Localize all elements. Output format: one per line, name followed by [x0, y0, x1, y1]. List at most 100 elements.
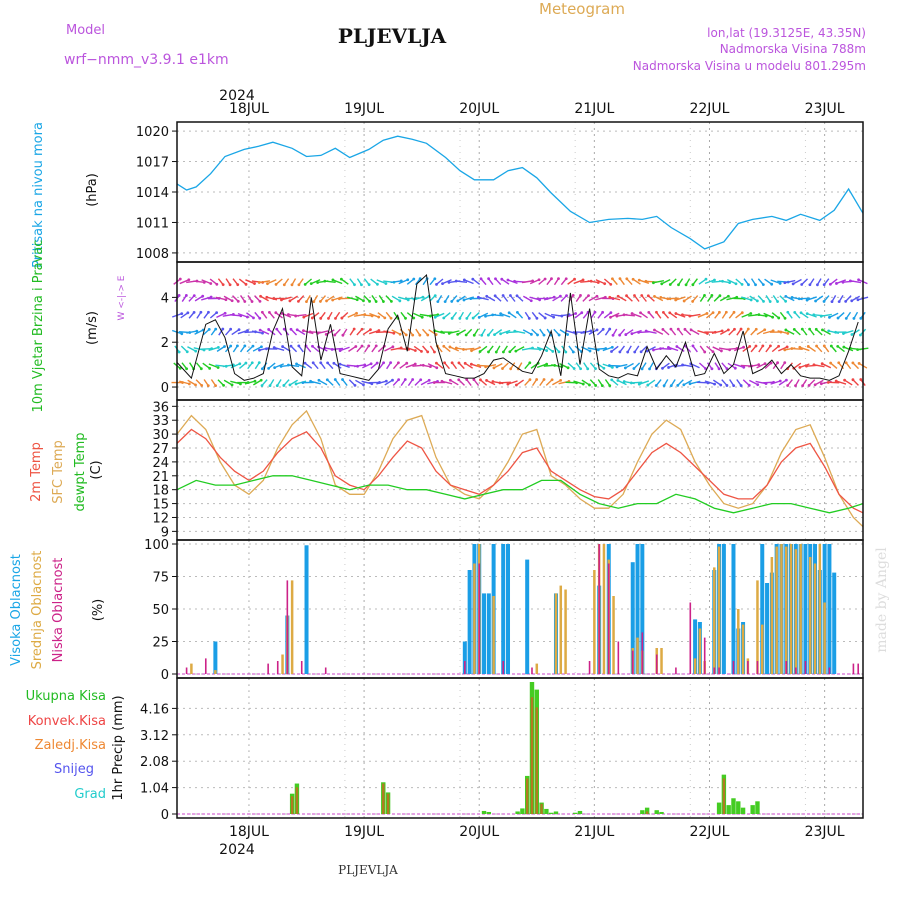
- wind-arrow-head: [754, 283, 757, 287]
- sfc-temp-line: [176, 409, 864, 528]
- wind-arrow-head: [295, 362, 298, 366]
- wind-arrow: [711, 330, 723, 335]
- wind-arrow: [639, 279, 650, 284]
- wind-arrow: [311, 312, 320, 319]
- wind-arrow-head: [338, 362, 342, 366]
- wind-arrow: [522, 295, 532, 302]
- wind-arrow: [631, 381, 643, 384]
- wind-arrow-head: [251, 344, 255, 348]
- wind-arrow-head: [579, 367, 582, 371]
- total-precip-bar: [553, 811, 559, 814]
- wind-arrow: [625, 329, 634, 336]
- wind-arrow-head: [440, 379, 444, 383]
- mid-cloud-bar: [775, 546, 778, 674]
- wind-arrow-head: [720, 329, 724, 333]
- t2m-line: [176, 428, 864, 514]
- wind-arrow-head: [813, 383, 817, 387]
- wind-arrow-head: [305, 300, 308, 303]
- ytick-label: 75: [152, 571, 169, 586]
- wind-arrow: [457, 329, 466, 336]
- wind-arrow-head: [447, 331, 451, 335]
- wind-arrow: [209, 278, 218, 285]
- wind-arrow-head: [711, 350, 715, 354]
- low-cloud-bar: [607, 563, 610, 674]
- wind-arrow-head: [185, 350, 189, 354]
- wind-arrow: [398, 296, 409, 301]
- conv-precip-bar: [540, 803, 543, 814]
- low-cloud-bar: [300, 661, 303, 674]
- wind-arrow: [837, 345, 845, 353]
- wind-arrow-head: [609, 311, 613, 315]
- wind-arrow: [310, 380, 321, 385]
- wind-arrow-head: [294, 314, 298, 318]
- wind-arrow-head: [480, 333, 484, 337]
- wind-arrow-head: [684, 283, 688, 287]
- wind-arrow: [413, 345, 422, 352]
- wind-arrow-head: [594, 367, 597, 371]
- wind-arrow: [756, 329, 766, 336]
- wind-arrow: [653, 279, 665, 284]
- wind-arrow-head: [682, 299, 686, 303]
- wind-arrow: [478, 296, 489, 301]
- wind-arrow-head: [215, 311, 219, 314]
- wind-arrow-head: [626, 350, 630, 354]
- wind-arrow-head: [469, 297, 473, 301]
- high-cloud-bar: [760, 544, 765, 674]
- wind-arrow-head: [688, 314, 692, 318]
- wind-arrow: [202, 362, 211, 369]
- wind-arrow-head: [530, 332, 533, 336]
- wind-arrow-head: [545, 362, 549, 366]
- wind-arrow-head: [457, 361, 461, 365]
- wind-arrow-head: [659, 347, 662, 351]
- wind-arrow-head: [812, 313, 816, 317]
- wind-arrow: [567, 278, 575, 285]
- wind-arrow: [238, 278, 247, 285]
- wind-arrow-head: [229, 344, 233, 348]
- wind-arrow-head: [389, 299, 393, 303]
- high-cloud-bar: [304, 545, 309, 674]
- wind-arrow-head: [369, 328, 372, 332]
- wind-arrow-head: [805, 364, 808, 368]
- wind-arrow-head: [432, 381, 436, 384]
- wind-arrow-head: [666, 297, 670, 301]
- wind-arrow-head: [639, 350, 643, 354]
- pressure-ylabel: Pritisak na nivou mora: [31, 122, 46, 268]
- wind-arrow-head: [857, 362, 861, 365]
- wind-arrow: [733, 363, 744, 368]
- wind-arrow: [697, 330, 708, 335]
- wind-arrow: [726, 347, 738, 351]
- high-cloud-bar: [765, 583, 770, 674]
- total-precip-bar: [481, 810, 487, 814]
- wind-arrow: [698, 278, 707, 285]
- wind-arrow-head: [661, 327, 665, 331]
- wind-arrow: [281, 296, 292, 301]
- wind-arrow-head: [479, 378, 482, 382]
- precip-panel: Ukupna Kisa Konvek.Kisa Zaledj.Kisa Snij…: [26, 682, 863, 823]
- dewpt-line: [176, 475, 864, 514]
- wind-arrow-head: [725, 367, 729, 371]
- wind-arrow-head: [264, 347, 268, 351]
- wind-arrow: [529, 279, 540, 285]
- legend-snow: Snijeg: [54, 762, 94, 777]
- wind-arrow: [405, 363, 416, 369]
- wind-arrow: [295, 380, 307, 385]
- wind-arrow: [310, 279, 321, 285]
- mid-cloud-bar: [693, 658, 697, 674]
- wind-arrow: [726, 296, 737, 301]
- total-precip-bar: [644, 807, 650, 814]
- wind-arrow-head: [418, 277, 422, 281]
- wind-arrow: [507, 279, 518, 285]
- wind-arrow-head: [281, 345, 285, 348]
- wind-arrow-head: [442, 316, 446, 320]
- wind-arrow-head: [587, 294, 590, 298]
- wind-arrow-head: [703, 350, 707, 354]
- wind-arrow-head: [209, 282, 213, 285]
- wind-arrow-head: [243, 344, 247, 348]
- wind-arrow-head: [324, 332, 328, 336]
- wind-arrow-head: [333, 333, 337, 337]
- wind-arrow-head: [542, 378, 546, 381]
- wind-arrow: [544, 312, 554, 318]
- wind-arrow-head: [630, 312, 634, 315]
- model-altitude-label: Nadmorska Visina u modelu 801.295m: [633, 59, 866, 73]
